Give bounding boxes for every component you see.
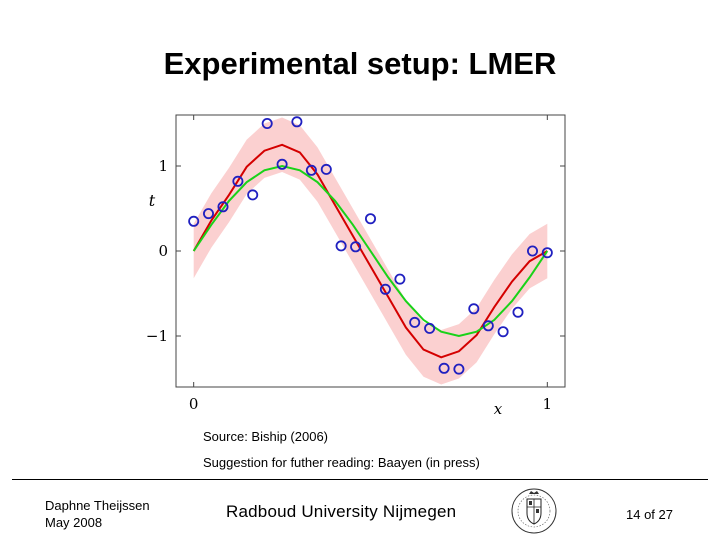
data-point xyxy=(453,363,465,375)
data-point xyxy=(188,215,200,227)
x-tick-label: 1 xyxy=(543,395,553,413)
data-point xyxy=(409,316,421,328)
data-point xyxy=(232,175,244,187)
data-point xyxy=(276,158,288,170)
footer-divider xyxy=(12,479,708,480)
data-point xyxy=(379,283,391,295)
y-tick-label: 1 xyxy=(158,157,168,175)
fitted-curve xyxy=(192,143,548,359)
data-point xyxy=(482,320,494,332)
data-point xyxy=(424,322,436,334)
regression-plot: 1 0 −1 0 1 t x xyxy=(146,114,566,418)
slide-title: Experimental setup: LMER xyxy=(163,46,557,81)
data-point xyxy=(261,117,273,129)
y-tick-label: −1 xyxy=(146,327,168,345)
x-axis-label: x xyxy=(494,400,503,418)
data-point xyxy=(305,164,317,176)
y-tick-label: 0 xyxy=(158,242,168,260)
data-point-layer xyxy=(188,116,553,375)
data-point xyxy=(247,189,259,201)
data-point xyxy=(526,245,538,257)
data-point xyxy=(320,163,332,175)
data-point xyxy=(364,213,376,225)
university-seal-icon xyxy=(511,488,557,534)
tick-layer: 1 0 −1 0 1 xyxy=(146,115,565,413)
footer-author-block: Daphne Theijssen May 2008 xyxy=(45,497,150,531)
page-number: 14 of 27 xyxy=(626,507,673,522)
curve-layer xyxy=(192,143,549,359)
data-point xyxy=(203,208,215,220)
true-curve xyxy=(192,164,549,338)
data-point xyxy=(541,247,553,259)
data-point xyxy=(217,201,229,213)
footer-date: May 2008 xyxy=(45,515,103,530)
data-point xyxy=(394,273,406,285)
data-point xyxy=(350,241,362,253)
x-tick-label: 0 xyxy=(189,395,199,413)
data-point xyxy=(291,116,303,128)
data-point xyxy=(335,240,347,252)
source-note: Source: Biship (2006) xyxy=(203,429,329,444)
data-point xyxy=(497,326,509,338)
data-point xyxy=(512,306,524,318)
data-point xyxy=(438,362,450,374)
footer-author: Daphne Theijssen xyxy=(45,498,150,513)
data-point xyxy=(468,303,480,315)
reading-suggestion: Suggestion for futher reading: Baayen (i… xyxy=(203,455,480,470)
y-axis-label: t xyxy=(149,191,156,210)
footer-university: Radboud University Nijmegen xyxy=(226,502,457,521)
